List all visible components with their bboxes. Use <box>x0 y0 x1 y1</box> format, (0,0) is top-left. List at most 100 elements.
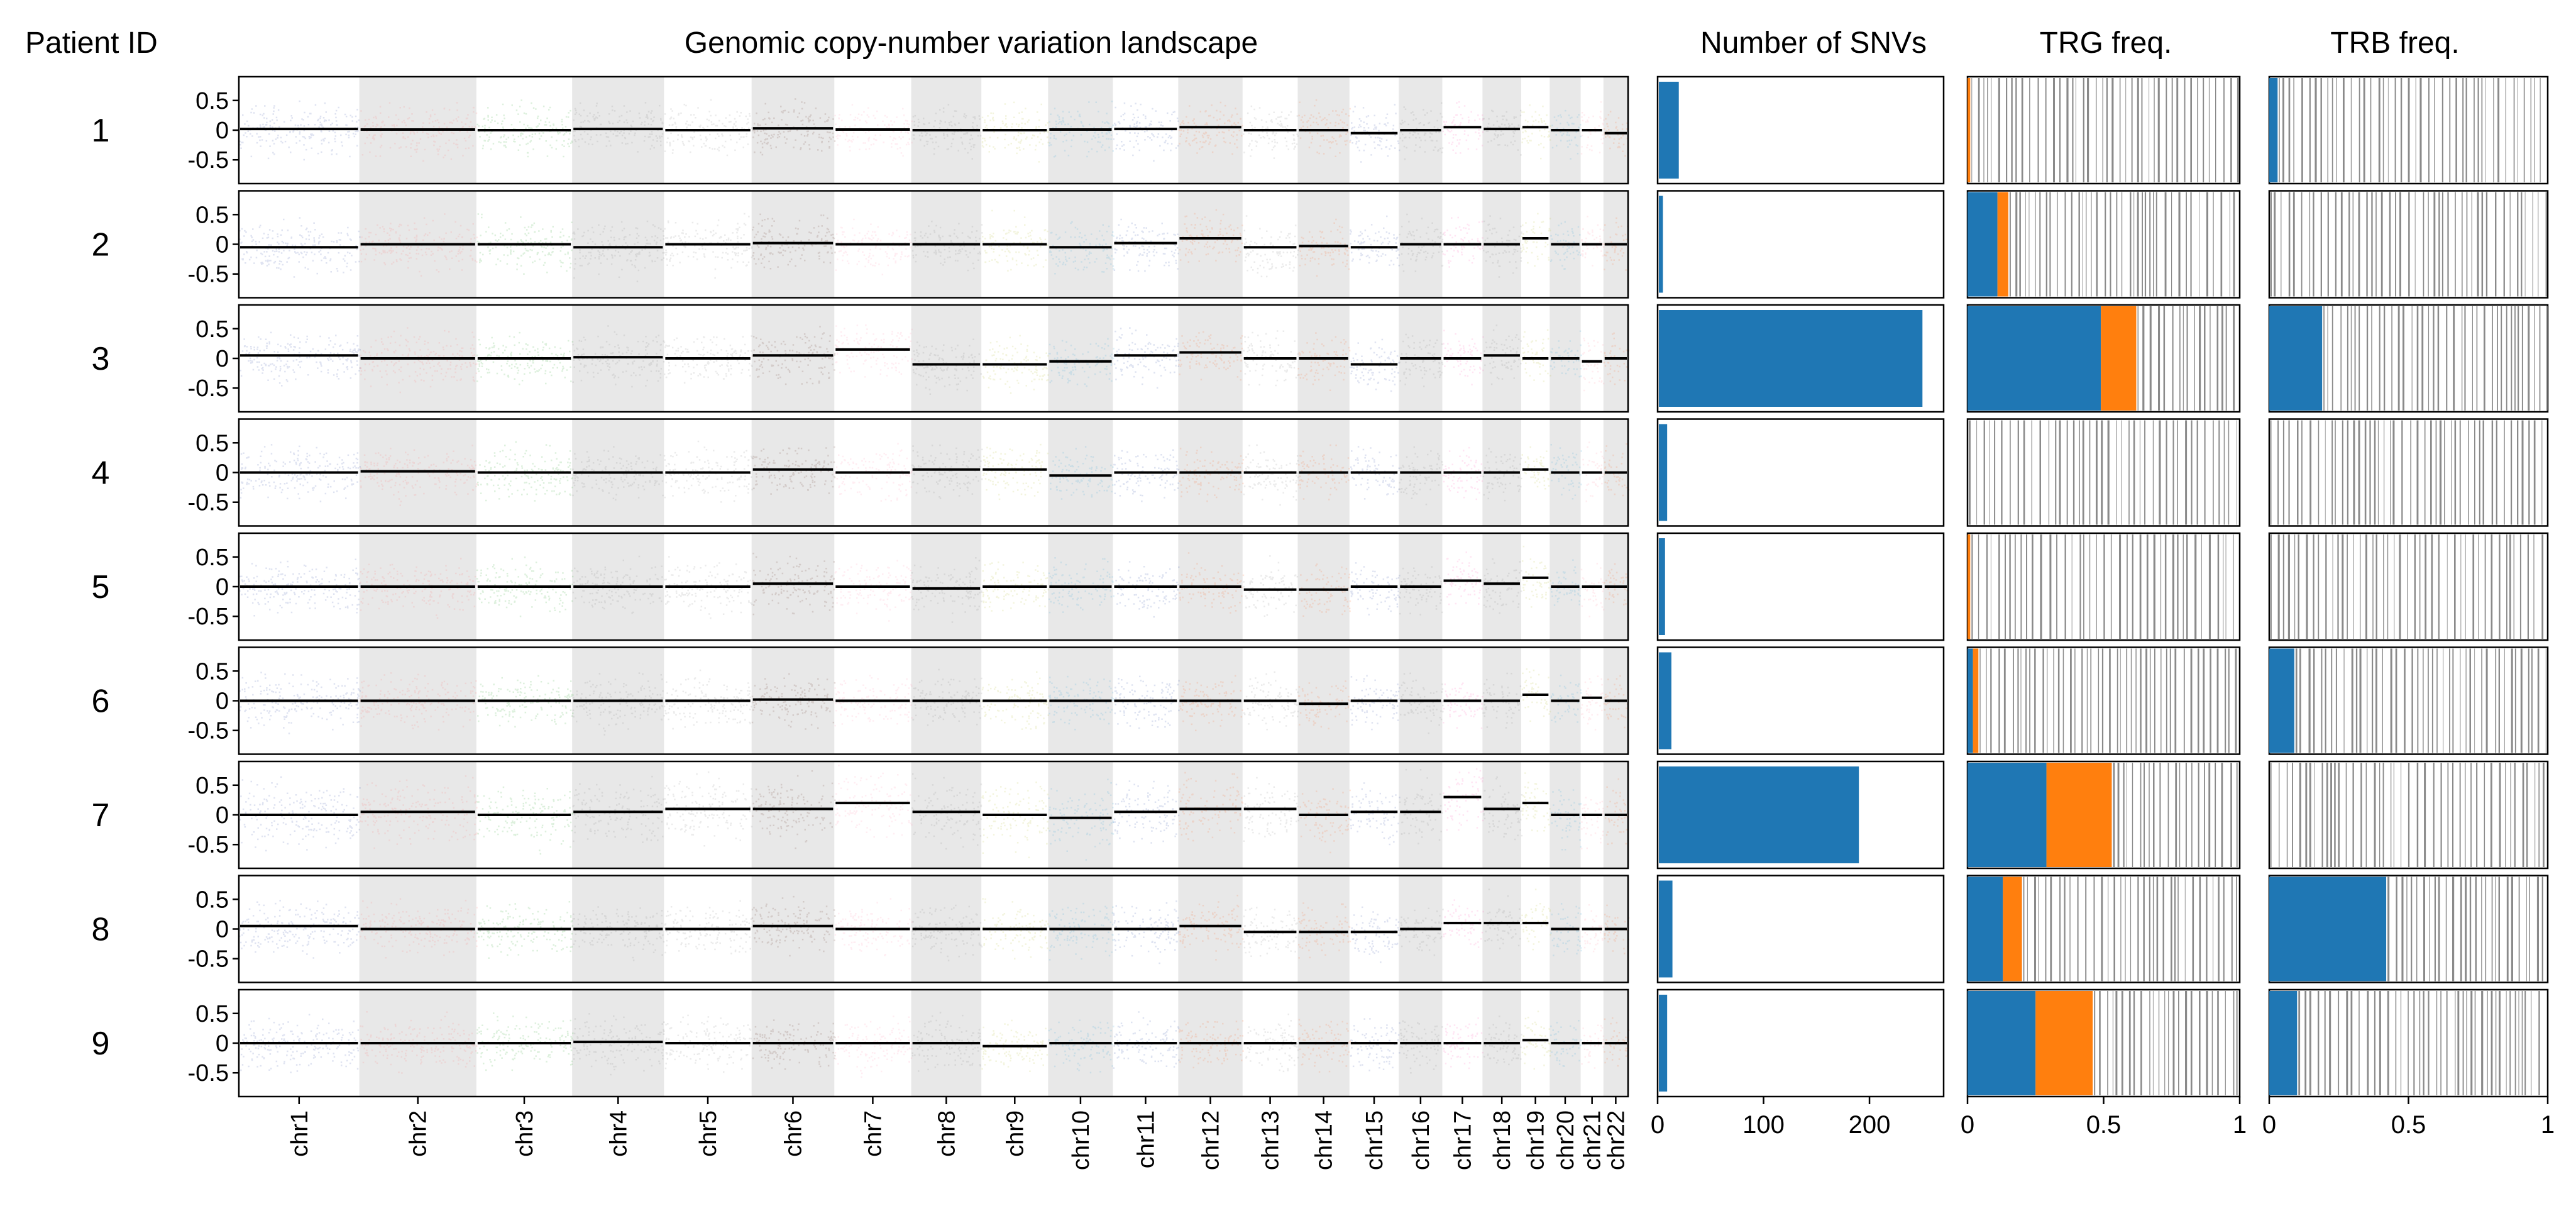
cnv-points-chr19 <box>1521 1010 1551 1070</box>
cnv-points-chr15 <box>1351 906 1400 963</box>
cnv-points-chr2 <box>360 1011 478 1074</box>
chromosome-band-chr18 <box>1482 875 1521 983</box>
y-tick-label: 0.5 <box>195 887 229 913</box>
trb-minor-clones <box>2387 876 2543 982</box>
trg-clone-bar <box>1968 78 1971 182</box>
cnv-points-chr14 <box>1298 218 1350 277</box>
cnv-points-chr11 <box>1113 102 1179 162</box>
trg-clone-bar <box>1968 763 2047 867</box>
y-tick-label: -0.5 <box>188 604 229 630</box>
cnv-points-chr10 <box>1048 557 1115 614</box>
cnv-points-chr16 <box>1399 333 1444 387</box>
cnv-points-chr20 <box>1550 559 1582 606</box>
cnv-points-chr12 <box>1179 552 1245 614</box>
cnv-points-chr3 <box>476 99 573 158</box>
cnv-points-chr7 <box>835 765 913 838</box>
chromosome-band-chr12 <box>1178 761 1243 868</box>
cnv-points-chr17 <box>1443 768 1484 831</box>
cnv-points-chr18 <box>1483 324 1522 385</box>
y-tick-label: -0.5 <box>188 147 229 174</box>
cnv-points-chr11 <box>1113 900 1180 965</box>
patient-row-2: 2 0.5 0 -0.5 <box>92 190 2549 299</box>
chromosome-band-chr6 <box>751 761 835 868</box>
snv-panel-frame <box>1656 988 1945 1098</box>
trb-clone-bar <box>2269 78 2278 182</box>
cnv-points-chr2 <box>360 445 478 506</box>
cnv-points-chr1 <box>239 776 361 852</box>
chromosome-label-chr16: chr16 <box>1408 1110 1434 1170</box>
cnv-points-chr16 <box>1399 907 1444 956</box>
cnv-points-chr16 <box>1399 1020 1443 1074</box>
chromosome-label-chr6: chr6 <box>780 1110 806 1157</box>
cnv-points-chr19 <box>1522 772 1551 832</box>
y-tick-label: 0 <box>216 232 229 258</box>
chromosome-band-chr16 <box>1399 761 1443 868</box>
snv-bar <box>1659 310 1923 407</box>
trg-minor-clones <box>2137 306 2235 411</box>
cnv-points-chr10 <box>1048 1019 1115 1074</box>
snv-panel-frame <box>1656 646 1945 755</box>
cnv-title: Genomic copy-number variation landscape <box>685 26 1258 60</box>
cnv-points-chr12 <box>1179 1020 1244 1069</box>
cnv-points-chr4 <box>572 1013 665 1076</box>
patient-row-7: 7 0.5 0 -0.5 <box>92 760 2549 870</box>
patient-id-label: 4 <box>92 455 110 492</box>
patient-row-3: 3 0.5 0 -0.5 <box>92 304 2549 413</box>
chromosome-band-chr12 <box>1178 305 1243 412</box>
trg-minor-clones <box>1971 78 2239 182</box>
patient-id-label: 5 <box>92 569 110 606</box>
snv-bar <box>1659 82 1679 179</box>
cnv-points-chr22 <box>1603 675 1629 729</box>
chromosome-band-chr8 <box>911 533 982 640</box>
patient-row-1: 1 0.5 0 -0.5 <box>92 75 2549 185</box>
cnv-points-chr7 <box>834 324 913 378</box>
cnv-points-chr16 <box>1399 102 1444 160</box>
chromosome-band-chr10 <box>1048 419 1113 526</box>
chromosome-band-chr18 <box>1482 305 1521 412</box>
cnv-points-chr11 <box>1113 218 1179 272</box>
trb-x-tick-label: 0 <box>2262 1111 2276 1139</box>
cnv-points-chr17 <box>1442 216 1483 268</box>
cnv-points-chr18 <box>1482 448 1522 502</box>
x-axes: chr1 chr2 chr3 chr4 chr5 chr6 chr7 chr8 chr9 chr1… <box>287 1097 2555 1170</box>
trb-clone-bar <box>2269 648 2294 753</box>
trg-clone-bar <box>2046 763 2112 867</box>
cnv-points-chr13 <box>1243 555 1299 617</box>
y-tick-label: -0.5 <box>188 375 229 402</box>
snv-x-tick-label: 200 <box>1849 1111 1891 1139</box>
cnv-points-chr15 <box>1350 215 1400 267</box>
cnv-points-chr12 <box>1179 675 1243 731</box>
snv-x-tick-label: 0 <box>1651 1111 1665 1139</box>
y-tick-label: 0.5 <box>195 773 229 799</box>
cnv-points-chr10 <box>1049 338 1115 387</box>
cnv-points-chr6 <box>752 98 836 156</box>
trg-minor-clones <box>2094 991 2238 1095</box>
cnv-points-chr13 <box>1243 105 1299 159</box>
cnv-points-chr20 <box>1550 444 1582 500</box>
chromosome-label-chr4: chr4 <box>605 1110 632 1157</box>
cnv-points-chr5 <box>664 440 753 503</box>
cnv-points-chr8 <box>912 338 983 395</box>
cnv-points-chr5 <box>664 99 753 157</box>
trg-clone-bar <box>1968 876 2003 982</box>
cnv-points-chr18 <box>1483 888 1522 949</box>
cnv-points-chr18 <box>1483 1015 1522 1066</box>
cnv-points-chr17 <box>1444 551 1483 606</box>
cnv-points-chr22 <box>1603 217 1629 271</box>
chromosome-band-chr10 <box>1048 761 1113 868</box>
chromosome-band-chr6 <box>751 77 835 184</box>
y-tick-label: -0.5 <box>188 262 229 288</box>
chromosome-label-chr7: chr7 <box>860 1110 886 1157</box>
cnv-points-chr15 <box>1350 782 1401 846</box>
cnv-points-chr19 <box>1521 104 1551 160</box>
y-tick-label: 0.5 <box>195 202 229 228</box>
cnv-points-chr15 <box>1350 562 1401 616</box>
cnv-points-chr5 <box>664 900 753 954</box>
trb-clone-bar <box>2269 876 2387 982</box>
cnv-points-chr18 <box>1483 776 1523 841</box>
cnv-points-chr6 <box>752 446 836 495</box>
cnv-points-chr1 <box>239 100 360 161</box>
cnv-points-chr6 <box>752 1019 836 1070</box>
y-tick-label: 0 <box>216 688 229 715</box>
cnv-points-chr13 <box>1243 215 1299 278</box>
